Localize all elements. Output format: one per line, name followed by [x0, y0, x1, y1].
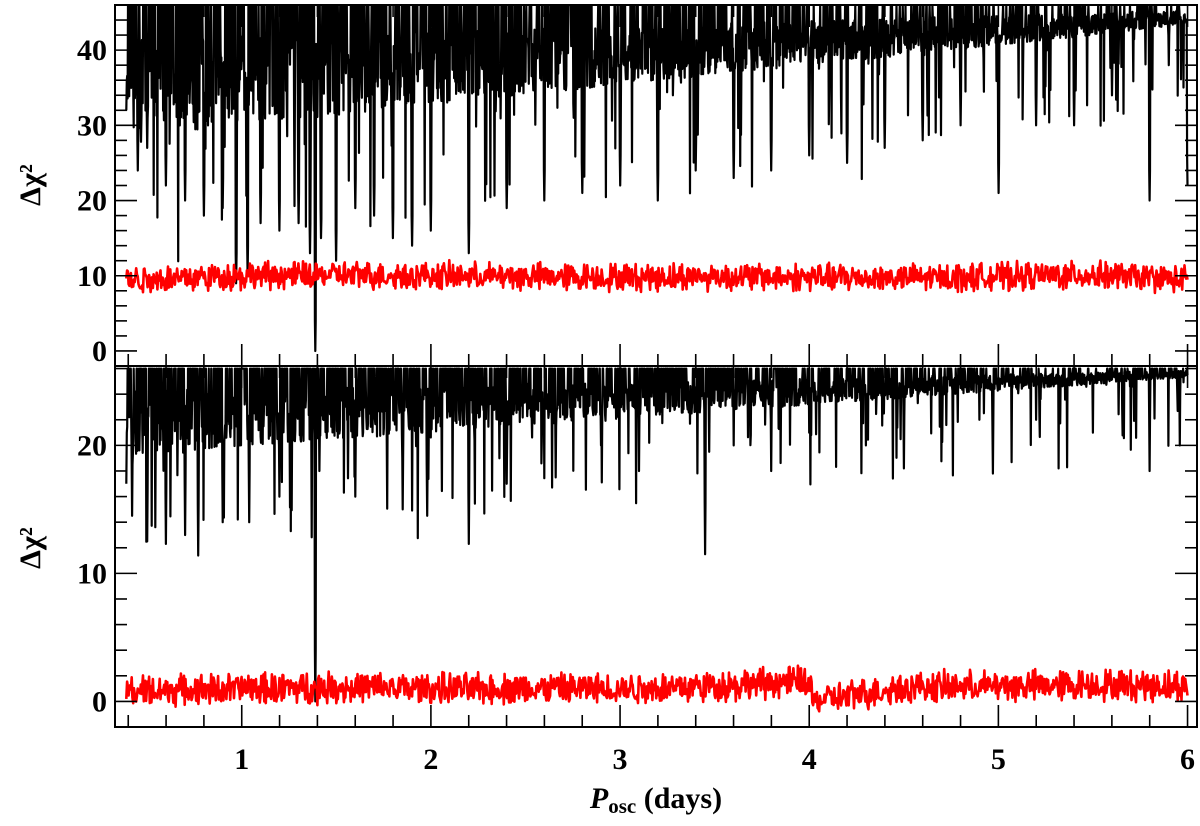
bottom-y-tick-label: 20 — [77, 429, 107, 462]
bottom-panel: 0 10 20 1 2 3 4 5 6 Δχ² Posc (days) — [14, 365, 1198, 818]
x-tick-label: 4 — [802, 743, 817, 776]
top-series-red-line — [125, 258, 1189, 295]
bottom-y-tick-label: 10 — [77, 557, 107, 590]
top-y-tick-label: 0 — [92, 335, 107, 368]
bottom-series-group — [125, 367, 1189, 713]
x-tick-label: 1 — [234, 743, 249, 776]
top-y-tick-label: 20 — [77, 185, 107, 218]
bottom-series-red-line — [125, 664, 1189, 713]
top-y-tick-label: 30 — [77, 109, 107, 142]
bottom-ticks-group: 0 10 20 1 2 3 4 5 6 — [77, 366, 1197, 776]
top-series-group — [125, 5, 1189, 353]
x-axis-label-units: (days) — [636, 782, 722, 815]
top-ticks-group: 0 10 20 30 40 — [77, 4, 1197, 368]
x-tick-label: 5 — [991, 743, 1006, 776]
x-tick-label: 6 — [1180, 743, 1195, 776]
top-y-tick-label: 40 — [77, 34, 107, 67]
bottom-y-tick-label: 0 — [92, 685, 107, 718]
top-y-tick-label: 10 — [77, 260, 107, 293]
top-series-black-line — [125, 5, 1189, 353]
bottom-panel-frame — [114, 365, 1198, 728]
top-panel: 0 10 20 30 40 Δχ² — [14, 4, 1198, 368]
top-y-axis-label: Δχ² — [14, 164, 47, 206]
x-axis-label: Posc (days) — [589, 782, 722, 818]
x-tick-label: 2 — [423, 743, 438, 776]
x-axis-label-subscript: osc — [608, 794, 636, 818]
x-tick-label: 3 — [613, 743, 628, 776]
bottom-y-axis-label: Δχ² — [14, 527, 47, 569]
x-axis-label-main: P — [589, 782, 609, 815]
bottom-series-black-line — [125, 367, 1189, 703]
